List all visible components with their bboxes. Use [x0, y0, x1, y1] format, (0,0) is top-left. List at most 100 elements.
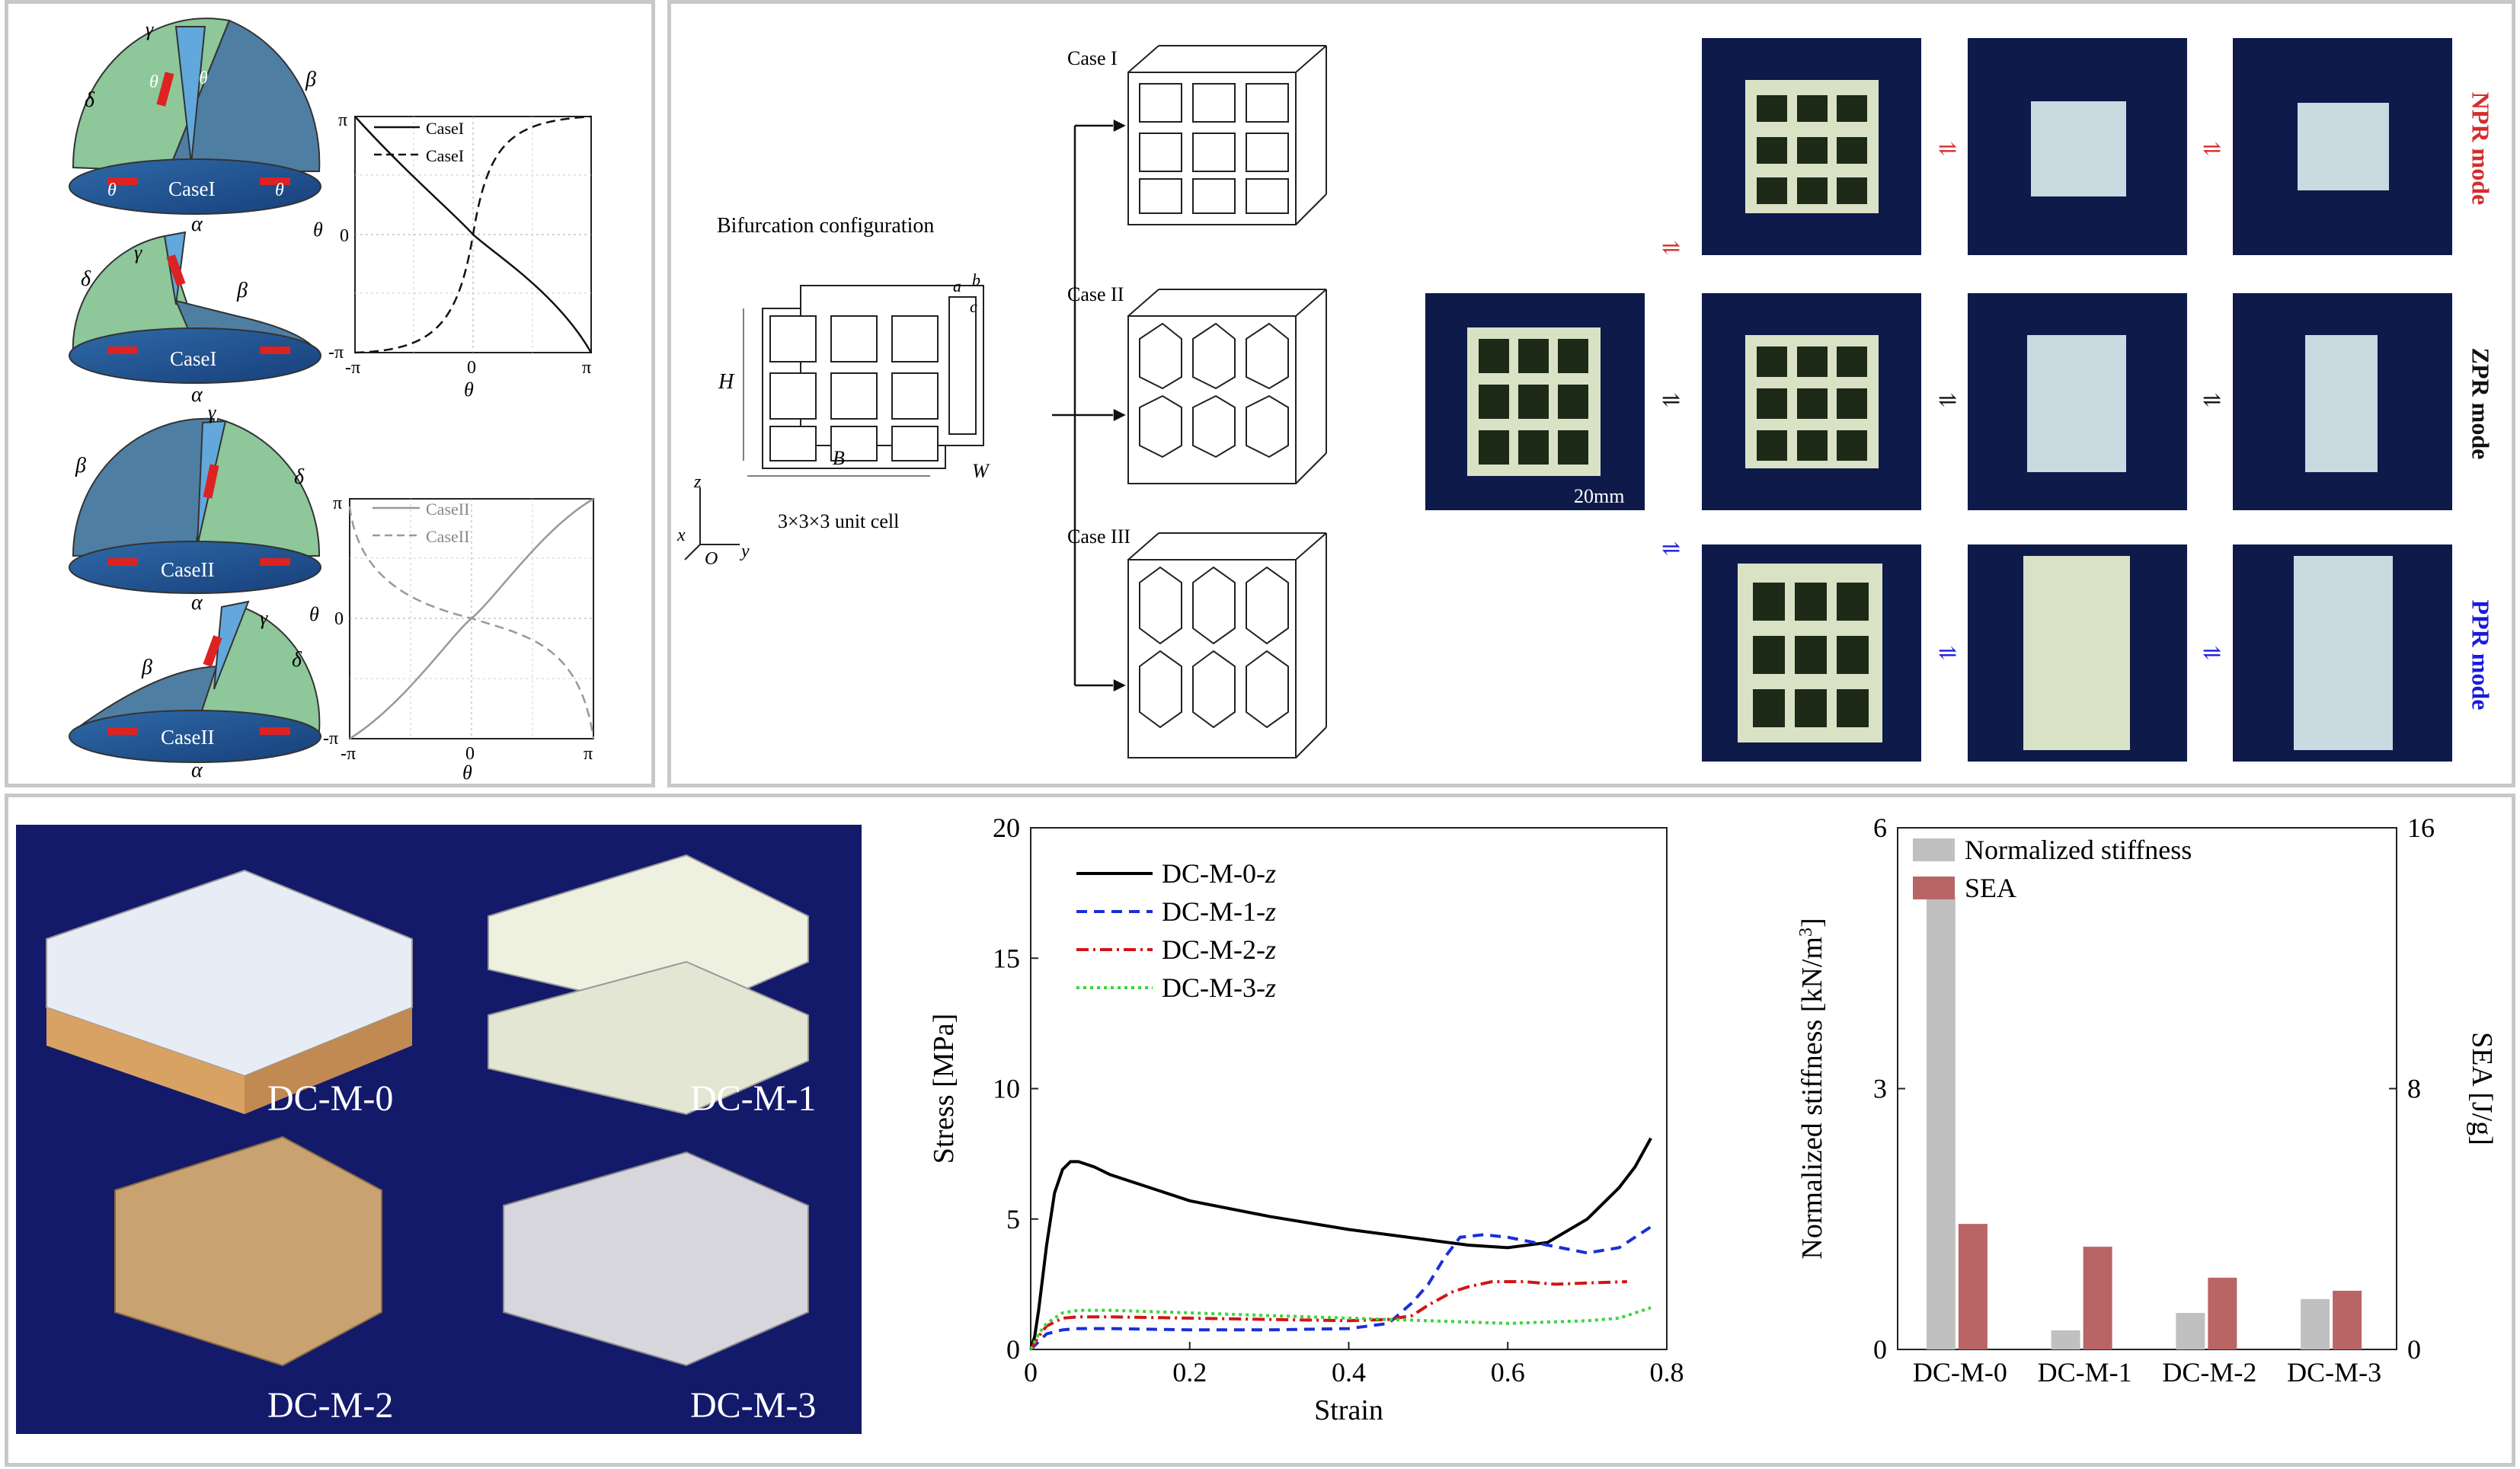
case-label-1: CaseI [168, 177, 215, 200]
ppr-mode-text: PPR mode [2467, 599, 2495, 711]
y-right-tick-label: 0 [2407, 1334, 2421, 1365]
specimen-photos: DC-M-0 DC-M-1 DC-M-2 DC-M-3 [16, 825, 862, 1434]
theta-plot-bottom [348, 497, 595, 740]
delta-1: δ [85, 88, 95, 112]
tick-top-0: 0 [340, 226, 349, 246]
axis-x: x [676, 525, 686, 545]
tick-top-pi: π [338, 110, 347, 130]
svg-text:⇌: ⇌ [2202, 136, 2221, 161]
x-axis-label: Strain [1314, 1394, 1383, 1426]
y-left-tick-label: 3 [1873, 1074, 1887, 1104]
dim-a: a [953, 276, 961, 295]
svg-text:⇌: ⇌ [1938, 388, 1957, 413]
category-label: DC-M-3 [2287, 1357, 2381, 1388]
svg-text:⇌: ⇌ [1938, 640, 1957, 666]
bar-legend-swatch-0 [1913, 838, 1955, 861]
xtick-bottom-1: -π [341, 744, 356, 764]
tick-bottom-0: 0 [334, 609, 344, 629]
gamma-3: γ [208, 401, 216, 423]
bar-stiffness [2051, 1330, 2080, 1349]
bar-sea [2208, 1277, 2237, 1349]
scale-bar-label: 20mm [1574, 485, 1624, 507]
dim-c: c [970, 297, 977, 316]
theta4-1: θ [149, 72, 158, 92]
specimen-dc-m-2 [114, 1135, 382, 1367]
theta3-1: θ [199, 69, 208, 88]
x-tick-label: 0 [1024, 1357, 1038, 1388]
bar-sea [1958, 1224, 1988, 1349]
axis-y: y [740, 541, 750, 561]
y-axis-label: Stress [MPa] [928, 1014, 960, 1164]
case-label-4: CaseII [161, 726, 214, 749]
bar-sea [2333, 1290, 2362, 1349]
alpha-3: α [191, 591, 203, 615]
mode-label-ppr: PPR mode [2461, 556, 2499, 754]
y-tick-label: 10 [993, 1074, 1020, 1104]
case-ii-label: Case II [1067, 283, 1124, 305]
xtick-top-1: -π [345, 358, 360, 378]
panel-b: Bifurcation configuration H B W a b c 3×… [667, 0, 2515, 787]
gamma-1: γ [146, 18, 154, 40]
specimen-label-1: DC-M-1 [690, 1078, 816, 1119]
specimen-dc-m-0 [46, 869, 413, 1114]
tick-top-mpi: -π [328, 343, 344, 362]
legend-label-1: DC-M-1-z [1162, 896, 1276, 927]
beta-4: β [141, 656, 152, 679]
xlabel-top: θ [464, 378, 474, 401]
case-iii-lattice [1127, 532, 1327, 758]
dim-b: B [833, 447, 845, 469]
y-left-tick-label: 0 [1873, 1334, 1887, 1365]
alpha-4: α [191, 758, 203, 782]
stiffness-sea-chart: 0 3 6 0 8 16 DC-M-0 DC-M-1 DC-M-2 DC-M-3 Normalize… [1796, 813, 2498, 1388]
specimen-dc-m-1 [488, 854, 809, 1116]
x-tick-label: 0.8 [1650, 1357, 1684, 1388]
theta1-1: θ [107, 180, 117, 200]
x-tick-label: 0.2 [1172, 1357, 1207, 1388]
beta-2: β [236, 279, 248, 302]
xlabel-bottom: θ [462, 762, 472, 784]
ylabel-bottom: θ [309, 603, 319, 625]
panel-b-figure: Bifurcation configuration H B W a b c 3×… [676, 38, 2452, 762]
bar-stiffness [2176, 1313, 2205, 1349]
y-tick-label: 15 [993, 943, 1020, 973]
case-label-2: CaseI [170, 347, 216, 370]
bar-legend-label-0: Normalized stiffness [1965, 835, 2192, 865]
panel-a-figure: γ β δ θ θ CaseI θ θ α γ β δ CaseI α [69, 18, 595, 784]
mechanism-case-ii-2 [69, 600, 321, 763]
case-i-label: Case I [1067, 47, 1118, 69]
dim-w: W [972, 460, 990, 482]
specimen-label-2: DC-M-2 [267, 1385, 393, 1426]
series-line-0 [1029, 1137, 1652, 1350]
beta-3: β [75, 454, 86, 477]
panel-bottom: DC-M-0 DC-M-1 DC-M-2 DC-M-3 0 0.2 0.4 0.6 0.… [5, 794, 2515, 1467]
delta-2: δ [81, 267, 91, 291]
specimen-label-3: DC-M-3 [690, 1385, 816, 1426]
bar-legend-label-1: SEA [1965, 873, 2016, 903]
y-left-tick-label: 6 [1873, 813, 1887, 843]
legend-label-2: DC-M-2-z [1162, 934, 1276, 965]
series-line-2 [1029, 1280, 1627, 1351]
ylabel-top: θ [313, 219, 323, 241]
series-line-1 [1029, 1225, 1652, 1351]
bar-sea [2083, 1247, 2112, 1349]
bar-stiffness [1926, 897, 1956, 1349]
dim-b-small: b [972, 270, 980, 289]
svg-text:⇌: ⇌ [1938, 136, 1957, 161]
gamma-2: γ [134, 241, 142, 263]
mechanism-case-ii-1 [69, 417, 321, 594]
zpr-mode-text: ZPR mode [2467, 347, 2495, 460]
alpha-1: α [191, 212, 203, 236]
panel-a: γ β δ θ θ CaseI θ θ α γ β δ CaseI α [5, 0, 655, 787]
plot-frame [1030, 827, 1668, 1350]
theta-plot-top [354, 115, 593, 354]
npr-mode-text: NPR mode [2467, 91, 2495, 206]
unit-cell-label: 3×3×3 unit cell [778, 510, 899, 532]
svg-text:⇌: ⇌ [1661, 235, 1681, 260]
bar-stiffness [2301, 1298, 2330, 1349]
alpha-2: α [191, 383, 203, 407]
y-tick-label: 20 [993, 813, 1020, 843]
xtick-bottom-3: π [584, 744, 593, 764]
stress-strain-chart: 0 0.2 0.4 0.6 0.8 0 5 10 15 20 Strain Stress [MPa] D… [928, 813, 1684, 1426]
y-tick-label: 0 [1006, 1334, 1020, 1365]
svg-text:⇌: ⇌ [2202, 388, 2221, 413]
